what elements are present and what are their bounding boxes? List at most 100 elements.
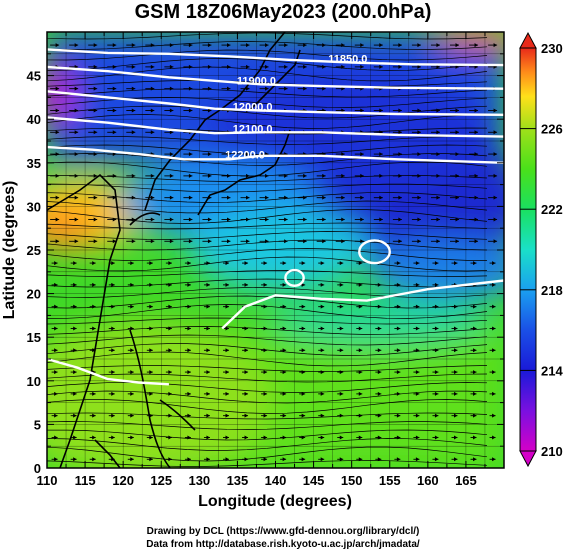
streamline [47, 429, 488, 441]
wind-vector [354, 108, 364, 113]
wind-vector [202, 86, 212, 91]
wind-vector [469, 195, 479, 200]
wind-vector [242, 261, 249, 266]
streamline [47, 390, 488, 404]
wind-vector [337, 370, 344, 375]
wind-vector [318, 457, 325, 462]
wind-vector [297, 43, 307, 48]
wind-vector [242, 457, 249, 462]
wind-vector [392, 217, 402, 222]
wind-vector [373, 217, 383, 222]
wind-vector [430, 64, 440, 69]
wind-vector [337, 282, 344, 287]
wind-vector [354, 173, 364, 178]
contour-label: 11900.0 [237, 75, 276, 87]
wind-vector [126, 217, 136, 222]
wind-vector [488, 195, 498, 200]
wind-vector [413, 391, 420, 396]
wind-vector [202, 173, 212, 178]
wind-vector [184, 391, 191, 396]
contour-closed [358, 239, 391, 265]
wind-vector [165, 370, 172, 375]
wind-vector [488, 43, 498, 48]
colorbar: 210 214 218 222 226 230 [519, 31, 563, 468]
streamline [47, 41, 488, 50]
wind-vector [392, 173, 402, 178]
wind-vector [165, 435, 172, 440]
wind-vector [203, 370, 210, 375]
wind-vector [489, 457, 496, 462]
streamline [47, 399, 488, 414]
wind-vector [413, 435, 420, 440]
wind-vector [183, 64, 193, 69]
wind-vector [69, 195, 79, 200]
wind-vector [354, 239, 364, 244]
wind-vector [449, 43, 459, 48]
wind-vector [489, 413, 496, 418]
wind-vector [50, 217, 60, 222]
wind-vector [50, 239, 60, 244]
wind-vector [335, 152, 345, 157]
wind-vector [240, 173, 250, 178]
wind-vector [430, 130, 440, 135]
wind-vector [107, 239, 117, 244]
wind-vector [145, 217, 155, 222]
wind-vector [318, 370, 325, 375]
temperature-field [47, 32, 504, 468]
wind-vector [108, 435, 115, 440]
wind-vector [88, 217, 98, 222]
wind-vector [413, 370, 420, 375]
wind-vector [430, 108, 440, 113]
wind-vector [469, 152, 479, 157]
wind-vector [449, 108, 459, 113]
wind-vector [89, 457, 96, 462]
wind-vector [335, 43, 345, 48]
wind-vector [88, 64, 98, 69]
streamline [47, 231, 488, 240]
wind-vector [354, 43, 364, 48]
wind-vector [278, 43, 288, 48]
contour-line [47, 65, 504, 90]
wind-vector [411, 152, 421, 157]
wind-vector [88, 108, 98, 113]
wind-vector [261, 457, 268, 462]
wind-vector [164, 64, 174, 69]
wind-vector [127, 304, 134, 309]
streamline [47, 97, 488, 108]
wind-vector [126, 173, 136, 178]
wind-vector [356, 282, 363, 287]
wind-vector [70, 304, 77, 309]
wind-vector [337, 435, 344, 440]
wind-vector [183, 195, 193, 200]
wind-vector [259, 195, 269, 200]
wind-vector [165, 282, 172, 287]
wind-vector [127, 391, 134, 396]
wind-vector [89, 435, 96, 440]
wind-vector [392, 195, 402, 200]
streamline [47, 32, 488, 40]
streamline [47, 192, 488, 203]
wind-vector [202, 195, 212, 200]
wind-vector [202, 64, 212, 69]
wind-vector [221, 43, 231, 48]
streamline [47, 161, 488, 177]
wind-vector [146, 370, 153, 375]
wind-vector [126, 43, 136, 48]
wind-vector [203, 261, 210, 266]
wind-vector [51, 435, 58, 440]
wind-vector [89, 391, 96, 396]
streamline [47, 343, 488, 356]
wind-vector [69, 152, 79, 157]
wind-vector [107, 130, 117, 135]
wind-vector [451, 391, 458, 396]
wind-vector [261, 413, 268, 418]
wind-vector [356, 413, 363, 418]
wind-vector [297, 173, 307, 178]
streamline [47, 88, 488, 98]
wind-vector [51, 370, 58, 375]
wind-vector [299, 435, 306, 440]
wind-vector [356, 261, 363, 266]
wind-vector [375, 391, 382, 396]
wind-vector [203, 457, 210, 462]
wind-vector [50, 108, 60, 113]
